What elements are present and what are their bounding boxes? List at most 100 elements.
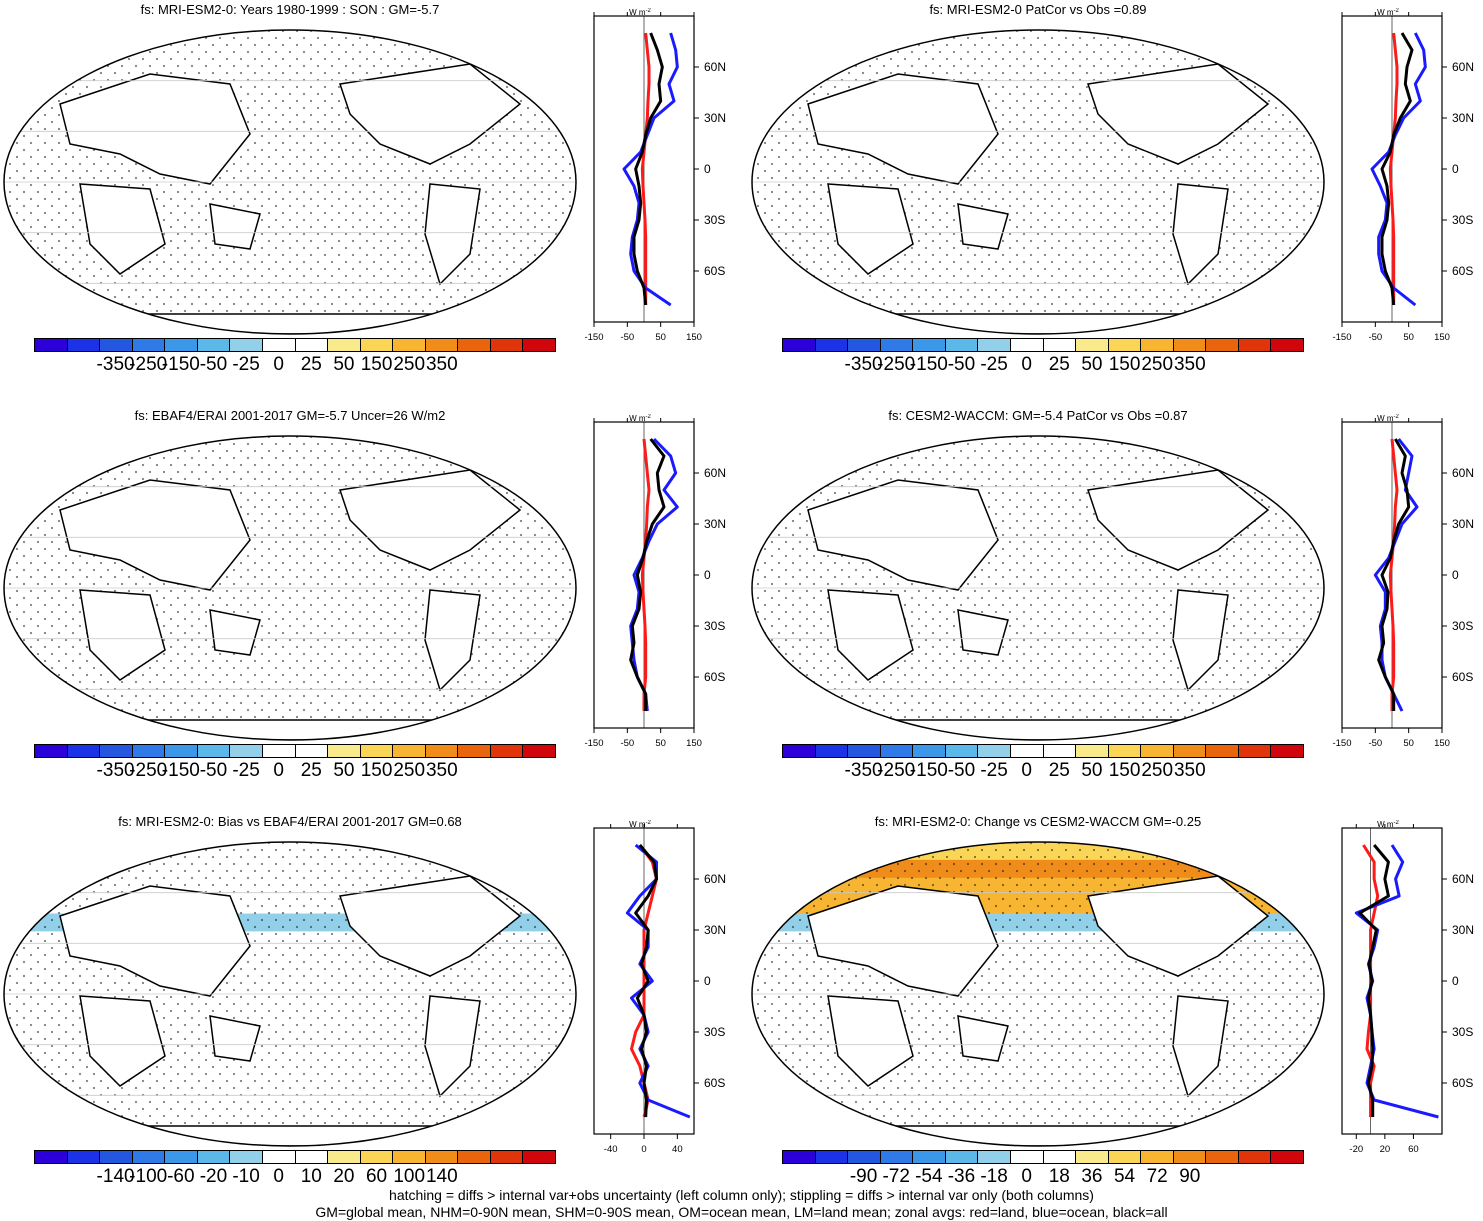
zonal-x-tick-label: 150 [686, 738, 702, 749]
colorbar-tick-label: -60 [167, 1166, 195, 1187]
panel-title: fs: MRI-ESM2-0: Years 1980-1999 : SON : … [140, 2, 440, 17]
colorbar-tick-label: -54 [915, 1166, 943, 1187]
colorbar-swatch [523, 1151, 555, 1163]
continent [807, 885, 999, 997]
colorbar-tick-label: 36 [1081, 1166, 1103, 1187]
colorbar [34, 744, 556, 758]
colorbar-swatch [262, 1151, 296, 1163]
colorbar-tick-label: -250 [129, 760, 168, 781]
colorbar-swatch [1173, 339, 1207, 351]
continent [339, 469, 522, 571]
continent [79, 589, 166, 681]
colorbar-swatch [1173, 1151, 1207, 1163]
colorbar-swatch [1206, 339, 1239, 351]
colorbar-tick-label: -50 [947, 760, 976, 781]
lat-tick-label: 60S [704, 264, 725, 278]
zonal-unit-label: W m-2 [1377, 414, 1399, 423]
zonal-x-tick-label: -150 [584, 332, 603, 343]
colorbar-tick-label: -36 [947, 1166, 976, 1187]
colorbar-swatch [165, 339, 198, 351]
colorbar-tick-label: 20 [333, 1166, 355, 1187]
lat-tick-label: 0 [1452, 568, 1459, 582]
zonal-x-tick-label: 20 [1380, 1144, 1391, 1155]
colorbar-tick-label: -25 [232, 354, 260, 375]
colorbar-tick-label: 25 [1048, 354, 1070, 375]
colorbar-swatch [197, 1151, 231, 1163]
footer-line-2: GM=global mean, NHM=0-90N mean, SHM=0-90… [315, 1204, 1168, 1220]
colorbar-tick-label: -150 [909, 354, 948, 375]
lat-tick-label: 30N [1452, 923, 1474, 937]
colorbar-tick-label: -10 [232, 1166, 260, 1187]
continent [827, 995, 914, 1087]
zonal-x-tick-label: 50 [655, 738, 666, 749]
colorbar-swatch [1076, 339, 1109, 351]
colorbar-tick-label: -50 [199, 354, 228, 375]
zonal-mean-plot: W m-2 60N 30N 0 30S 60S -150 -50 50 150 [1332, 8, 1474, 343]
colorbar-tick-label: 250 [393, 354, 426, 375]
colorbar-tick-label: 150 [1108, 354, 1141, 375]
colorbar-tick-label: 250 [1141, 354, 1174, 375]
panel-title: fs: CESM2-WACCM: GM=-5.4 PatCor vs Obs =… [888, 408, 1188, 423]
colorbar-swatch [1238, 745, 1272, 757]
colorbar-tick-label: 50 [333, 354, 355, 375]
lat-tick-label: 30N [704, 111, 726, 125]
zonal-x-tick-label: 50 [1403, 738, 1414, 749]
global-map [3, 29, 577, 335]
colorbar-tick-label: 0 [273, 760, 284, 781]
zonal-x-tick-label: 50 [655, 332, 666, 343]
colorbar-labels: -350 -250 -150 -50 -25 0 25 50 150 250 350 [782, 760, 1304, 784]
zonal-all-line [629, 438, 666, 711]
colorbar-swatch [35, 339, 68, 351]
colorbar-swatch [67, 339, 101, 351]
continent [79, 995, 166, 1087]
panel-title: fs: MRI-ESM2-0: Bias vs EBAF4/ERAI 2001-… [118, 814, 462, 829]
colorbar-tick-label: 250 [1141, 760, 1174, 781]
colorbar-swatch [132, 339, 166, 351]
colorbar-labels: -90 -72 -54 -36 -18 0 18 36 54 72 90 [782, 1166, 1304, 1190]
colorbar-swatch [1010, 745, 1044, 757]
zonal-mean-plot: W m-2 60N 30N 0 30S 60S -40 0 40 [593, 820, 726, 1155]
colorbar-swatch [197, 745, 231, 757]
colorbar-tick-label: -20 [199, 1166, 228, 1187]
colorbar-swatch [328, 339, 361, 351]
colorbar-swatch [1271, 745, 1303, 757]
zonal-mean-plot: W m-2 60N 30N 0 30S 60S -20 20 60 [1341, 820, 1474, 1155]
colorbar-swatch [1141, 745, 1174, 757]
colorbar-tick-label: -25 [980, 760, 1008, 781]
zonal-x-tick-label: 50 [1403, 332, 1414, 343]
lat-tick-label: 60S [1452, 670, 1473, 684]
colorbar-swatch [490, 745, 524, 757]
colorbar-labels: -350 -250 -150 -50 -25 0 25 50 150 250 350 [34, 354, 556, 378]
colorbar-swatch [783, 745, 816, 757]
colorbar-labels: -140 -100 -60 -20 -10 0 10 20 60 100 140 [34, 1166, 556, 1190]
colorbar-tick-label: 0 [1021, 760, 1032, 781]
colorbar-swatch [393, 1151, 426, 1163]
colorbar [782, 338, 1304, 352]
colorbar-swatch [1043, 1151, 1077, 1163]
panel-title: fs: MRI-ESM2-0: Change vs CESM2-WACCM GM… [874, 814, 1202, 829]
continent [59, 73, 251, 185]
zonal-x-tick-label: -150 [1332, 332, 1351, 343]
colorbar-swatch [848, 745, 881, 757]
colorbar-swatch [132, 745, 166, 757]
colorbar-tick-label: -150 [909, 760, 948, 781]
continent [59, 479, 251, 591]
zonal-all-line [1380, 32, 1414, 306]
colorbar-tick-label: 18 [1048, 1166, 1070, 1187]
colorbar-swatch [1271, 339, 1303, 351]
colorbar-swatch [100, 745, 133, 757]
colorbar-swatch [783, 1151, 816, 1163]
map-field [4, 842, 576, 1146]
colorbar-swatch [978, 745, 1011, 757]
colorbar-labels: -350 -250 -150 -50 -25 0 25 50 150 250 350 [782, 354, 1304, 378]
panel-1: fs: MRI-ESM2-0: Years 1980-1999 : SON : … [0, 0, 740, 400]
colorbar-tick-label: 10 [300, 1166, 322, 1187]
colorbar-swatch [1010, 1151, 1044, 1163]
zonal-land-line [1388, 438, 1399, 711]
colorbar-swatch [458, 1151, 491, 1163]
lat-tick-label: 30S [1452, 1025, 1473, 1039]
colorbar-swatch [815, 339, 849, 351]
colorbar-tick-label: 350 [1173, 760, 1206, 781]
continent [209, 609, 261, 656]
map-field [752, 436, 1324, 740]
